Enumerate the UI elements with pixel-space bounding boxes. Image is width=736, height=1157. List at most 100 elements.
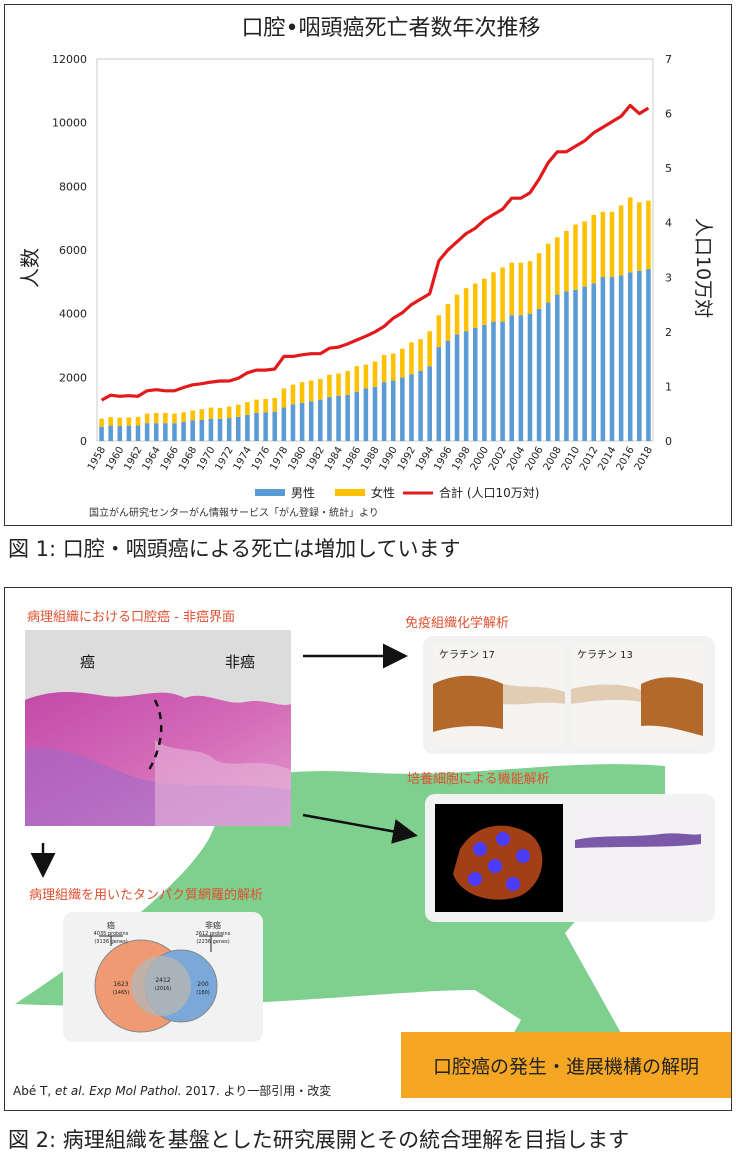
venn-cancer-proteins: 4035 proteins [94,931,129,937]
bar-male [564,291,569,441]
bar-male [363,388,369,441]
bar-male [153,423,159,441]
bar-female [144,413,150,424]
bar-female [390,353,396,381]
bar-male [217,418,223,441]
bar-male [600,277,606,441]
bar-male [299,402,305,441]
death-trend-chart: 口腔•咽頭癌死亡者数年次推移 人数 人口10万対 0 2000 4000 6000 80… [18,16,714,519]
reference-year: 2017. より一部引用・改変 [181,1084,332,1098]
bar-female [126,417,132,426]
bar-female [527,261,533,314]
reference-authors: Abé T, [13,1084,55,1098]
bar-male [555,294,560,441]
bar-female [354,366,360,392]
bar-male [536,308,542,441]
y2-tick-label: 2 [665,326,672,339]
pathology-panel-label: 病理組織における口腔癌 - 非癌界面 [27,610,235,625]
legend-label-female: 女性 [371,485,395,500]
bar-female [163,412,168,424]
venn-cancer-only-genes: (1465) [113,990,130,996]
bar-female [472,283,478,328]
bar-male [254,412,259,441]
bar-female [536,253,542,309]
conclusion-box: 口腔癌の発生・進展機構の解明 [401,1032,731,1098]
bar-female [436,315,442,348]
total-rate-line [100,103,650,402]
bar-female [199,409,205,420]
bar-female [336,373,341,396]
bar-male [199,419,205,441]
venn-overlap-count: 2412 [155,977,170,984]
y2-tick-label: 0 [665,435,672,448]
figure-2-caption: 図 2: 病理組織を基盤とした研究展開とその統合理解を目指します [8,1128,630,1152]
y-tick-label: 2000 [59,371,87,384]
bar-female [190,410,195,421]
bar-male [637,270,642,441]
pathology-he-image: 癌 非癌 [25,630,291,826]
bar-female [591,214,597,284]
conclusion-text: 口腔癌の発生・進展機構の解明 [432,1055,699,1078]
y2-tick-label: 4 [665,217,672,230]
y-tick-label: 8000 [59,180,87,193]
flow-arrows [30,643,418,878]
bar-male [245,414,250,441]
bar-female [135,416,141,426]
bar-female [153,412,159,424]
keratin13-stain-image: ケラチン 13 [571,644,703,746]
bar-female [172,413,177,424]
bar-male [627,272,633,441]
bar-female [564,230,569,292]
venn-noncancer-genes: (2236 genes) [196,939,229,945]
bar-female [545,243,551,303]
venn-cancer-only-count: 1623 [113,981,128,988]
bar-male [336,395,341,441]
venn-diagram: 癌 4035 proteins (3136 genes) 非癌 2612 pro… [94,920,231,1033]
bar-female [445,304,451,341]
fluorescence-cell-image [435,804,563,912]
bar-female [627,197,633,273]
bar-female [208,407,214,419]
bar-female [600,211,606,278]
bar-male [272,411,278,441]
bar-male [135,425,141,441]
legend-swatch-male [255,489,285,496]
bar-female [363,364,369,389]
bar-female [482,278,487,325]
y-tick-label: 6000 [59,244,87,257]
bar-female [245,402,250,415]
bar-male [290,404,296,441]
bar-male [463,331,469,441]
bar-female [573,224,578,290]
cancer-label: 癌 [80,653,95,671]
bar-female [418,339,423,371]
bar-male [527,313,533,441]
bar-male [509,315,514,441]
bar-female [236,404,241,417]
bar-male [354,391,360,441]
bar-female [290,384,296,405]
bar-male [545,302,551,441]
bar-female [491,272,496,322]
legend-label-total: 合計 (人口10万対) [439,485,539,500]
culture-panel-label: 培養細胞による機能解析 [407,772,550,787]
proteomics-panel-label: 病理組織を用いたタンパク質網羅的解析 [29,888,264,903]
bar-male [117,426,123,441]
venn-overlap-genes: (2016) [155,986,172,992]
bar-male [436,347,442,441]
chart-axes: 0200040006000800010000120000123456719581… [52,53,672,473]
bar-female [381,355,387,383]
y2-axis-label: 人口10万対 [692,218,714,318]
bar-male [381,382,387,441]
keratin17-label: ケラチン 17 [439,649,495,661]
bar-male [609,277,615,441]
bar-male [345,394,350,441]
bar-male [582,286,587,441]
bar-female [272,398,278,412]
bar-male [518,315,524,441]
bar-female [299,382,305,403]
bar-male [445,340,451,441]
bar-male [454,334,460,441]
bar-female [108,417,113,426]
venn-noncancer-proteins: 2612 proteins [196,931,231,937]
